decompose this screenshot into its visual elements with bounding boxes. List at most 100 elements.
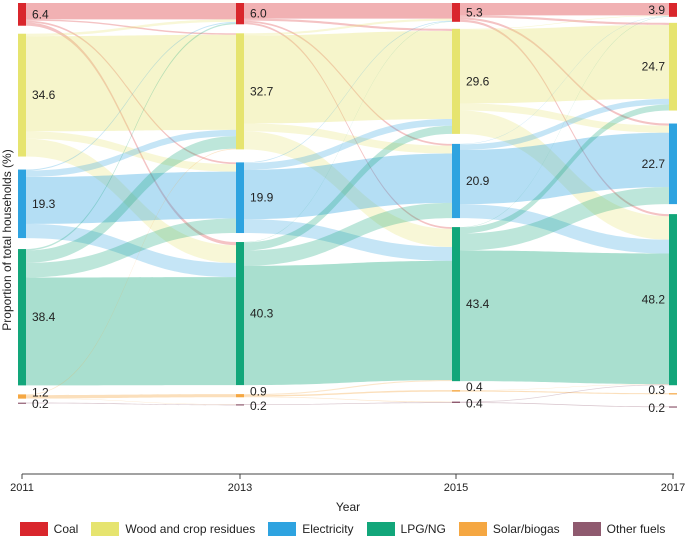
legend-swatch-wood: [91, 522, 120, 536]
flow-2013-wood-to-electricity: [244, 123, 452, 154]
flow-2011-solar-to-wood: [26, 148, 236, 396]
node-coal-2013: [236, 3, 244, 25]
value-label-lpg-2015: 43.4: [466, 297, 490, 311]
flow-2013-other-to-other: [244, 402, 452, 405]
flow-2013-coal-to-wood: [244, 18, 452, 31]
node-other-2013: [236, 404, 244, 406]
x-tick-label-2013: 2013: [228, 482, 252, 494]
legend-label-solar: Solar/biogas: [492, 522, 560, 536]
node-lpg-2011: [18, 249, 26, 386]
flow-2013-wood-to-coal: [244, 18, 452, 36]
flow-2013-solar-to-other: [244, 396, 452, 403]
flow-2015-wood-to-lpg: [460, 110, 669, 240]
flow-2015-wood-to-wood: [460, 24, 669, 104]
flow-2011-lpg-to-electricity: [26, 218, 236, 278]
flow-2013-electricity-to-lpg: [244, 219, 452, 261]
flow-2013-wood-to-wood: [244, 30, 452, 124]
flow-2013-lpg-to-coal: [244, 21, 452, 243]
flow-2015-lpg-to-lpg: [460, 250, 669, 385]
flow-2013-lpg-to-lpg: [244, 260, 452, 386]
flow-2013-coal-to-electricity: [244, 20, 452, 146]
flow-2011-lpg-to-wood: [26, 136, 236, 263]
legend-label-coal: Coal: [53, 522, 79, 536]
x-axis-title: Year: [336, 500, 360, 514]
flow-2013-solar-to-solar: [244, 390, 452, 397]
node-electricity-2013: [236, 162, 244, 234]
node-lpg-2017: [669, 214, 677, 386]
node-other-2017: [669, 406, 677, 408]
flow-2011-wood-to-electricity: [26, 131, 236, 172]
flow-2015-electricity-to-electricity: [460, 132, 669, 205]
value-label-layer: 6.434.619.338.41.20.26.032.719.940.30.90…: [32, 3, 665, 415]
flow-layer: [26, 3, 669, 408]
node-electricity-2015: [452, 143, 460, 219]
value-label-other-2013: 0.2: [250, 399, 267, 413]
node-wood-2011: [18, 33, 26, 157]
legend-swatch-lpg: [366, 522, 395, 536]
flow-2011-solar-to-other: [26, 398, 236, 405]
flow-2011-electricity-to-coal: [26, 21, 236, 171]
legend-swatch-coal: [19, 522, 48, 536]
node-wood-2015: [452, 28, 460, 134]
flow-2011-coal-to-coal: [26, 3, 236, 20]
legend-swatch-other: [572, 522, 601, 536]
flow-2011-electricity-to-lpg: [26, 223, 236, 278]
node-layer: [18, 3, 677, 408]
value-label-electricity-2011: 19.3: [32, 197, 56, 211]
value-label-electricity-2013: 19.9: [250, 191, 274, 205]
flow-2011-coal-to-wood: [26, 19, 236, 35]
flow-2013-coal-to-lpg: [244, 22, 452, 229]
flow-2011-wood-to-coal: [26, 19, 236, 37]
node-solar-2011: [18, 394, 26, 399]
legend-item-other: Other fuels: [572, 522, 666, 536]
legend-label-lpg: LPG/NG: [400, 522, 446, 536]
flow-2015-coal-to-wood: [460, 15, 669, 25]
value-label-coal-2015: 5.3: [466, 5, 483, 19]
value-label-other-2011: 0.2: [32, 397, 49, 411]
flow-2013-coal-to-coal: [244, 3, 452, 19]
legend-swatch-electricity: [268, 522, 297, 536]
x-tick-label-2011: 2011: [10, 482, 34, 494]
flow-2013-electricity-to-electricity: [244, 153, 452, 220]
value-label-solar-2013: 0.9: [250, 385, 267, 399]
legend-item-lpg: LPG/NG: [366, 522, 446, 536]
legend-item-solar: Solar/biogas: [458, 522, 560, 536]
value-label-lpg-2013: 40.3: [250, 307, 274, 321]
y-axis-title: Proportion of total households (%): [0, 149, 14, 330]
legend-label-other: Other fuels: [606, 522, 666, 536]
flow-2015-electricity-to-coal: [460, 16, 669, 145]
node-wood-2017: [669, 22, 677, 111]
flow-2013-lpg-to-wood: [244, 125, 452, 251]
legend-label-electricity: Electricity: [302, 522, 354, 536]
value-label-solar-2011: 1.2: [32, 386, 49, 400]
value-label-wood-2015: 29.6: [466, 74, 490, 88]
flow-2013-wood-to-lpg: [244, 131, 452, 247]
node-other-2015: [452, 401, 460, 403]
node-coal-2015: [452, 3, 460, 22]
node-solar-2015: [452, 390, 460, 392]
flow-2015-lpg-to-electricity: [460, 187, 669, 251]
node-solar-2013: [236, 394, 244, 398]
flow-2011-wood-to-lpg: [26, 138, 236, 263]
flow-2015-coal-to-coal: [460, 3, 669, 16]
value-label-other-2017: 0.2: [648, 401, 665, 415]
x-axis: 2011 2013 2015 2017: [10, 473, 685, 494]
x-tick-label-2015: 2015: [444, 482, 468, 494]
flow-2015-coal-to-lpg: [460, 19, 669, 217]
flow-2015-lpg-to-wood: [460, 104, 669, 234]
node-lpg-2015: [452, 227, 460, 382]
flow-2011-electricity-to-electricity: [26, 171, 236, 224]
flow-2011-coal-to-electricity: [26, 20, 236, 165]
flow-2013-electricity-to-wood: [244, 118, 452, 170]
value-label-solar-2015: 0.4: [466, 380, 483, 394]
x-tick-label-2017: 2017: [661, 482, 685, 494]
flow-2011-electricity-to-wood: [26, 129, 236, 178]
value-label-wood-2013: 32.7: [250, 84, 274, 98]
flow-2013-lpg-to-electricity: [244, 202, 452, 266]
node-electricity-2017: [669, 123, 677, 205]
value-label-lpg-2011: 38.4: [32, 310, 56, 324]
legend-item-wood: Wood and crop residues: [91, 522, 255, 536]
flow-2011-wood-to-wood: [26, 34, 236, 132]
flow-2011-lpg-to-lpg: [26, 277, 236, 386]
